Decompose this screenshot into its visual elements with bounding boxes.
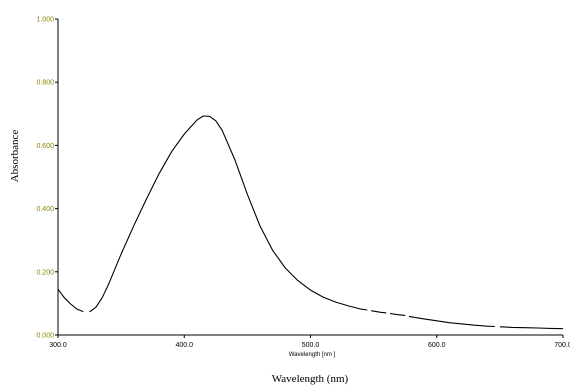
y-axis-ticks: 0.000 0.200 0.400 0.600 0.800 1.000 (36, 17, 58, 340)
curve-segment (89, 115, 368, 313)
curve-segment (499, 326, 564, 330)
x-tick-label: 300.0 (49, 342, 67, 349)
curve-segment (408, 315, 495, 328)
x-tick-label: 500.0 (302, 342, 320, 349)
y-tick-label: 0.000 (36, 333, 54, 340)
curve-segment (371, 310, 387, 314)
absorbance-curve (57, 115, 564, 330)
x-axis-inner-label: Wavelength [nm ] (289, 352, 336, 358)
x-axis-ticks: 300.0 400.0 500.0 600.0 700.0 (49, 335, 570, 349)
y-tick-label: 0.800 (36, 80, 54, 87)
x-axis-label: Wavelength (nm) (272, 373, 349, 385)
y-tick-label: 1.000 (36, 17, 54, 24)
x-tick-label: 700.0 (554, 342, 570, 349)
y-tick-label: 0.400 (36, 206, 54, 213)
x-tick-label: 600.0 (428, 342, 446, 349)
y-tick-label: 0.200 (36, 269, 54, 276)
curve-segment (57, 288, 84, 313)
y-tick-label: 0.600 (36, 143, 54, 150)
curve-segment (389, 312, 406, 316)
plot-axes (57, 19, 563, 336)
x-tick-label: 400.0 (175, 342, 193, 349)
y-axis-label: Absorbance (9, 130, 21, 183)
